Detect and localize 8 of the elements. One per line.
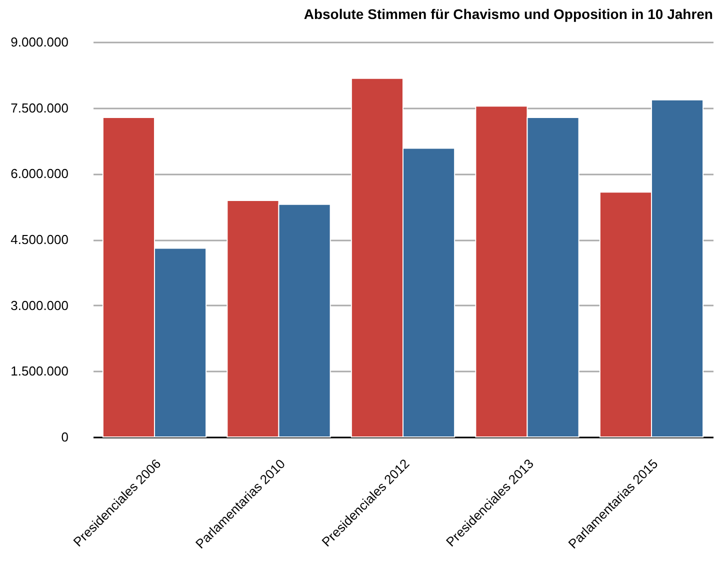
y-tick-label: 0 <box>61 430 68 444</box>
chart-title: Absolute Stimmen für Chavismo und Opposition in 10 Jahren <box>304 6 713 22</box>
y-tick-label: 6.000.000 <box>10 166 68 182</box>
y-tick-label: 3.000.000 <box>10 298 68 313</box>
y-tick-label: 9.000.000 <box>10 34 68 50</box>
y-tick-label: 1.500.000 <box>10 364 68 379</box>
y-tick-label: 7.500.000 <box>10 100 68 116</box>
y-tick-label: 4.500.000 <box>10 232 68 247</box>
